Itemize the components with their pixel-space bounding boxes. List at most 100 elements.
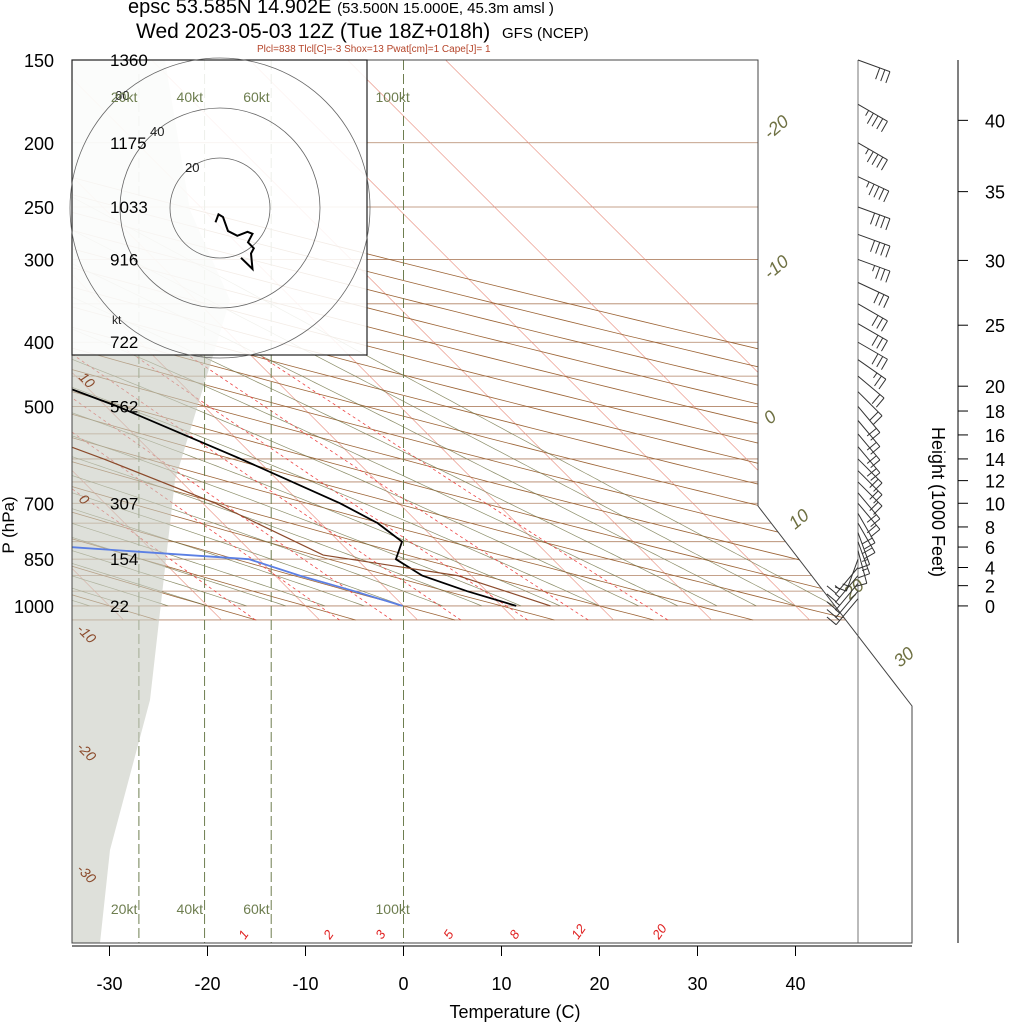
mixing-ratio-label: 2: [320, 927, 337, 943]
wind-barb-feather: [885, 71, 891, 84]
wind-barb-feather: [855, 582, 867, 587]
indices-line: Plcl=838 Tlcl[C]=-3 Shox=13 Pwat[cm]=1 C…: [257, 44, 491, 55]
mixing-ratio-label: 3: [372, 927, 389, 942]
wind-barb: [857, 481, 883, 507]
pressure-tick-label: 200: [24, 134, 54, 154]
pressure-tick-label: 850: [24, 550, 54, 570]
moist-adiabat-label: 30: [890, 643, 918, 671]
height-tick-label: 4: [985, 558, 995, 578]
wind-barb-feather: [876, 118, 884, 130]
hodograph-ring: [169, 157, 271, 259]
wind-barb-feather: [870, 518, 881, 527]
geopotential-label: 154: [110, 550, 138, 569]
series-temperature: [72, 60, 517, 607]
wind-barb: [857, 282, 890, 298]
moist-adiabat-label: 10: [785, 505, 813, 533]
wind-barb-feather: [875, 242, 881, 254]
temperature-tick-label: -30: [96, 974, 122, 994]
wind-barb-feather: [876, 337, 884, 349]
moist-adiabat-line: [72, 60, 443, 607]
dry-adiabat-line: [72, 60, 912, 621]
wind-barbs: [826, 59, 891, 943]
wind-barb-feather: [873, 292, 880, 304]
series-dew-point: [72, 60, 403, 607]
mixing-ratio-label: 20: [649, 921, 671, 943]
wind-barb: [857, 323, 888, 342]
height-tick-label: 16: [985, 426, 1005, 446]
wind-barb: [857, 532, 871, 565]
height-tick-label: 18: [985, 402, 1005, 422]
temperature-tick-label: 10: [491, 974, 511, 994]
wind-barb-feather: [834, 601, 840, 606]
wind-barb-feather: [871, 353, 879, 365]
height-tick-label: 25: [985, 316, 1005, 336]
geopotential-label: 307: [110, 494, 138, 513]
hodograph-ring-label: 20: [185, 160, 199, 175]
wind-barb-feather: [873, 494, 883, 504]
wind-barb: [857, 142, 888, 161]
hodograph-trace: [214, 212, 256, 272]
dry-adiabat-line: [72, 60, 655, 621]
height-tick-label: 6: [985, 538, 995, 558]
dry-adiabat-line: [72, 60, 356, 621]
hodograph-ring-label: 40: [150, 124, 164, 139]
isotach-label: 100kt: [376, 901, 410, 917]
wind-barb-feather: [869, 411, 879, 421]
wind-barb: [857, 341, 888, 360]
moist-adiabat-line: [72, 60, 600, 607]
geopotential-label: 1175: [110, 134, 147, 153]
wind-barb: [857, 470, 883, 496]
hodograph-box: [71, 59, 368, 356]
wind-barb-feather: [880, 244, 886, 256]
hodograph-ring-label: 60: [115, 88, 129, 103]
moist-adiabat-line: [72, 60, 757, 607]
valid-time-label: Wed 2023-05-03 12Z (Tue 18Z+018h): [136, 20, 491, 43]
temperature-tick-label: -20: [194, 974, 220, 994]
wind-barb: [857, 303, 888, 322]
isotach-label: 60kt: [243, 89, 270, 105]
wind-barb-feather: [876, 356, 884, 368]
temperature-tick-label: 20: [589, 974, 609, 994]
wind-barb-feather: [866, 441, 877, 451]
temperature-tick-label: 0: [398, 974, 408, 994]
wind-barb-feather: [873, 415, 883, 425]
wind-barb-feather: [870, 240, 876, 252]
wind-barb-feather: [883, 190, 890, 203]
wind-barb-feather: [870, 446, 881, 455]
wind-barb-feather: [868, 183, 875, 196]
wind-barb-feather: [866, 514, 877, 523]
isotherm-line: [445, 60, 912, 621]
wind-barb-feather: [880, 269, 886, 281]
moist-adiabat-label: -20: [760, 111, 793, 143]
isotach-label: 40kt: [177, 901, 204, 917]
height-tick-label: 12: [985, 472, 1005, 492]
height-tick-label: 8: [985, 518, 995, 538]
wind-barb-feather: [858, 573, 870, 579]
mixing-ratio-line: [72, 349, 340, 621]
geopotential-label: 562: [110, 397, 138, 416]
wind-barb-feather: [880, 69, 886, 82]
dry-adiabat-line: [72, 60, 456, 621]
dry-adiabat-line: [72, 60, 912, 621]
wind-barb-feather: [870, 212, 876, 225]
wind-barb-feather: [878, 188, 885, 200]
wind-barb-feather: [861, 537, 873, 545]
height-tick-label: 0: [985, 597, 995, 617]
wind-barb-feather: [871, 315, 879, 327]
isotach-label: 20kt: [111, 89, 138, 105]
isotach-label: 100kt: [376, 89, 410, 105]
x-axis-label: Temperature (C): [449, 1002, 580, 1022]
wind-barb-feather: [866, 151, 874, 163]
mixing-ratio-label: 1: [235, 927, 251, 942]
wind-barb-feather: [873, 186, 880, 198]
wind-barb: [857, 359, 887, 380]
wind-barb-feather: [871, 334, 879, 346]
wind-barb-feather: [874, 375, 882, 387]
height-tick-label: 20: [985, 377, 1005, 397]
hodograph-ring: [69, 57, 371, 359]
hodograph-unit-label: kt: [112, 313, 122, 327]
height-tick-label: 14: [985, 450, 1005, 470]
geopotential-label: 722: [110, 333, 138, 352]
wind-barb-feather: [881, 320, 888, 332]
